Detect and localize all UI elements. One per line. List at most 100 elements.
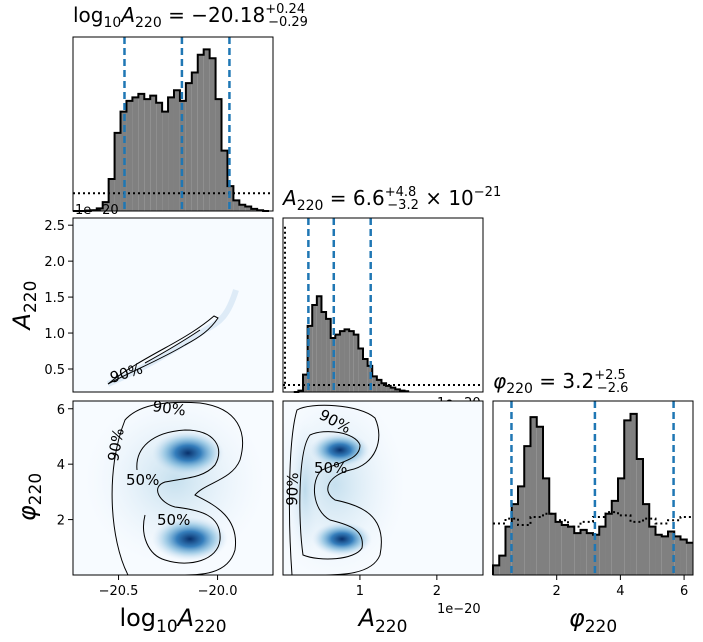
hist-bar (686, 542, 693, 575)
hist-outline (73, 48, 270, 212)
contour-label-90-left-logA-phi: 90% (104, 427, 128, 463)
hist-bar (643, 504, 650, 575)
hist-bar (524, 446, 531, 575)
hist-bar (493, 565, 500, 575)
axes-frame-phi (492, 400, 694, 576)
hist-bar (209, 58, 216, 211)
contour-90-logA-phi (111, 401, 244, 575)
axes-frame-logA (72, 36, 274, 212)
contour-50-logA-phi (136, 429, 221, 564)
hist-bar (126, 100, 133, 211)
hist-bar (162, 111, 169, 211)
hist-bars-logA (73, 37, 273, 212)
hist-bar (203, 49, 210, 211)
x-tick-label: 1 (356, 584, 364, 599)
y-tick-label: 1.0 (44, 327, 65, 342)
contour-90-A-phi (288, 404, 382, 575)
hist-bar (326, 318, 331, 392)
yticks-A: 0.5 1.0 1.5 2.0 2.5 (44, 219, 73, 378)
ylabel-phi: φ220 (13, 473, 46, 521)
hist-bar (349, 331, 354, 392)
hist-bars-A (283, 218, 483, 393)
y-tick-label: 4 (57, 458, 65, 473)
hist-bar (179, 100, 186, 211)
hist-bar (586, 533, 593, 575)
axes-frame-logA-phi (72, 400, 274, 576)
hist-bar (543, 478, 550, 575)
hist-bar (144, 99, 151, 211)
hist-bar (530, 417, 537, 575)
axes-frame-logA-A (72, 217, 274, 393)
hist-bar (227, 186, 234, 211)
offset-text-bottom-A: 1e−20 (437, 602, 481, 617)
hist-bar (353, 334, 359, 392)
contour-90-logA-A (107, 315, 219, 385)
contour-label-50-lower-logA-phi: 50% (157, 511, 190, 529)
contour-50-logA-A (144, 329, 201, 364)
hist-bar (185, 83, 192, 211)
density-mode-lower-logA-phi (152, 517, 228, 561)
hist-bar (390, 387, 396, 392)
y-tick-label: 6 (57, 403, 65, 418)
hist-bar (358, 348, 363, 392)
hist-bar (102, 202, 109, 211)
y-tick-label: 2.0 (44, 255, 65, 270)
hist-bar (156, 102, 163, 211)
hist-bar (561, 525, 568, 575)
x-tick-label: −20.0 (198, 584, 238, 599)
hist-bar (555, 521, 562, 575)
hist-outline (492, 412, 693, 575)
hist-bar (239, 204, 246, 211)
hist-bar (215, 99, 222, 211)
xlabel-phi: φ220 (569, 604, 617, 637)
hist-bar (674, 536, 681, 575)
hist-bar (618, 478, 625, 575)
hist-bar (108, 179, 115, 211)
hist-bar (168, 97, 174, 211)
y-tick-label: 2.5 (44, 219, 65, 234)
ylabel-A: A220 (8, 281, 41, 332)
hist-panel-A: A220 = 6.6+4.8−3.2 × 10−21 1e−20 (281, 185, 501, 411)
hist-bar (233, 200, 240, 211)
hist-bar (335, 334, 340, 392)
yticks-phi: 2 4 6 (57, 403, 73, 529)
hist-bar (593, 534, 600, 575)
xticks-phi: 2 4 6 (553, 575, 688, 599)
hist-bar (536, 426, 543, 575)
x-tick-label: 6 (680, 584, 688, 599)
contour-50-A-phi (299, 431, 363, 560)
density-bg-logA-A (73, 218, 273, 392)
hist-bar (568, 526, 575, 575)
hist-bar (630, 413, 637, 575)
hist-bar (363, 358, 368, 392)
hist-bar (307, 325, 313, 392)
density-ridge-logA-A (106, 289, 239, 387)
hist-bar (316, 296, 322, 392)
hist-bar (611, 500, 618, 575)
title-A: A220 = 6.6+4.8 −3.2 × 10−21 (281, 185, 501, 214)
hist-bar (549, 513, 556, 575)
hist-bar (624, 420, 631, 575)
title-logA: log10A220 = −20.18+0.24 −0.29 (73, 2, 308, 31)
axes-frame-A-phi (282, 400, 484, 576)
hist-bar (191, 72, 198, 212)
xlabel-logA: log10A220 (119, 604, 226, 637)
density-mode-lower-A-phi (312, 522, 372, 556)
hist-bar (114, 132, 121, 211)
xlabel-A: A220 (357, 604, 408, 637)
hist-panel-logA: log10A220 = −20.18+0.24 −0.29 1e−20 (72, 2, 308, 218)
hist-bar (321, 311, 327, 392)
hist-bar (138, 93, 145, 211)
axes-frame-A (282, 217, 484, 393)
x-tick-label: 2 (553, 584, 561, 599)
hist-bar (386, 385, 391, 392)
y-tick-label: 0.5 (44, 363, 65, 378)
contour-label-90-top-logA-phi: 90% (151, 397, 187, 419)
joint-panel-logA-A: 90% 0.51.01.52.02.5 A220 (8, 217, 274, 393)
hist-bar (605, 513, 612, 575)
hist-panel-phi: φ220 = 3.2+2.5 −2.6 2 4 6 φ220 (492, 368, 694, 637)
hist-bar (173, 90, 180, 211)
